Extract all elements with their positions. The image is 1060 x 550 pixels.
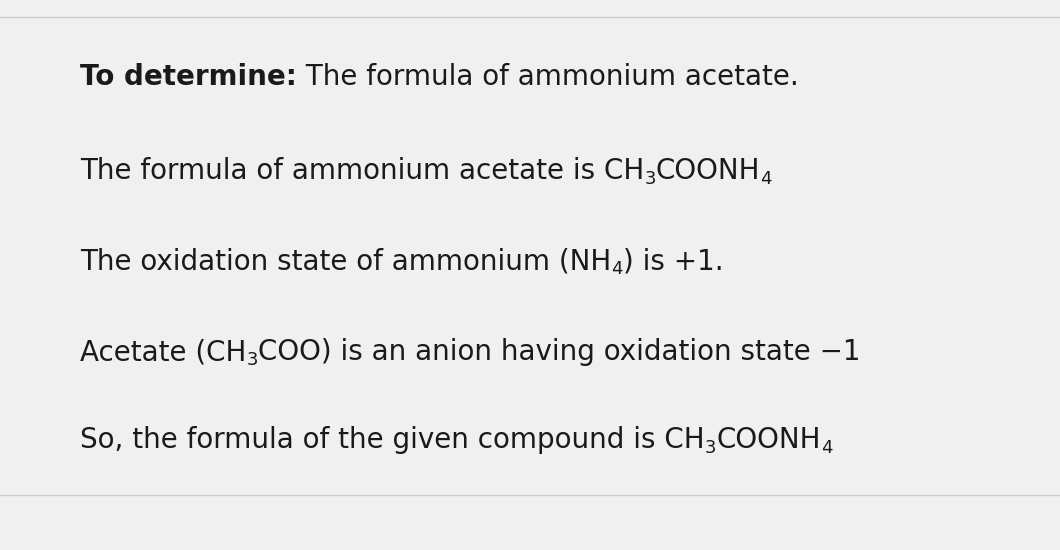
Text: The oxidation state of ammonium (NH: The oxidation state of ammonium (NH bbox=[80, 248, 612, 276]
Text: 4: 4 bbox=[612, 261, 623, 278]
Text: To determine:: To determine: bbox=[80, 63, 297, 91]
Text: The formula of ammonium acetate.: The formula of ammonium acetate. bbox=[297, 63, 798, 91]
Text: COONH: COONH bbox=[656, 157, 760, 185]
Text: 3: 3 bbox=[705, 439, 717, 457]
Text: Acetate (CH: Acetate (CH bbox=[80, 338, 246, 366]
Text: COO) is an anion having oxidation state −1: COO) is an anion having oxidation state … bbox=[258, 338, 861, 366]
Text: COONH: COONH bbox=[717, 426, 820, 454]
Text: 4: 4 bbox=[760, 170, 772, 188]
Text: 3: 3 bbox=[246, 351, 258, 369]
Text: The formula of ammonium acetate is CH: The formula of ammonium acetate is CH bbox=[80, 157, 644, 185]
Text: ) is +1.: ) is +1. bbox=[623, 248, 723, 276]
Text: 4: 4 bbox=[820, 439, 832, 457]
Text: 3: 3 bbox=[644, 170, 656, 188]
Text: So, the formula of the given compound is CH: So, the formula of the given compound is… bbox=[80, 426, 705, 454]
